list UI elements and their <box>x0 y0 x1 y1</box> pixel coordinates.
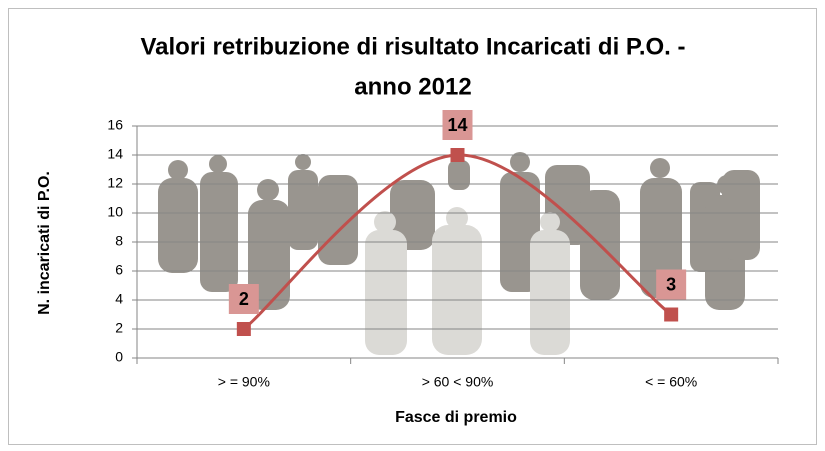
chart-title: Valori retribuzione di risultato Incaric… <box>140 33 685 60</box>
x-axis-title: Fasce di premio <box>395 409 517 426</box>
y-axis-title: N. incaricati di P.O. <box>36 171 53 315</box>
marker <box>664 308 678 322</box>
y-tick-label: 0 <box>115 349 123 365</box>
x-tick-label: < = 60% <box>645 374 697 390</box>
value-label: 2 <box>239 289 249 309</box>
y-tick-label: 12 <box>107 175 123 191</box>
value-label: 14 <box>447 115 467 135</box>
x-tick-label: > 60 < 90% <box>422 374 494 390</box>
chart: Valori retribuzione di risultato Incaric… <box>0 0 825 451</box>
y-tick-label: 6 <box>115 262 123 278</box>
y-tick-label: 14 <box>107 146 123 162</box>
marker <box>451 148 465 162</box>
value-label: 3 <box>666 274 676 294</box>
y-tick-label: 16 <box>107 117 123 133</box>
chart-subtitle: anno 2012 <box>354 73 471 100</box>
marker <box>237 322 251 336</box>
y-tick-label: 8 <box>115 233 123 249</box>
y-tick-label: 2 <box>115 320 123 336</box>
y-tick-label: 4 <box>115 291 123 307</box>
y-tick-label: 10 <box>107 204 123 220</box>
x-tick-label: > = 90% <box>218 374 270 390</box>
